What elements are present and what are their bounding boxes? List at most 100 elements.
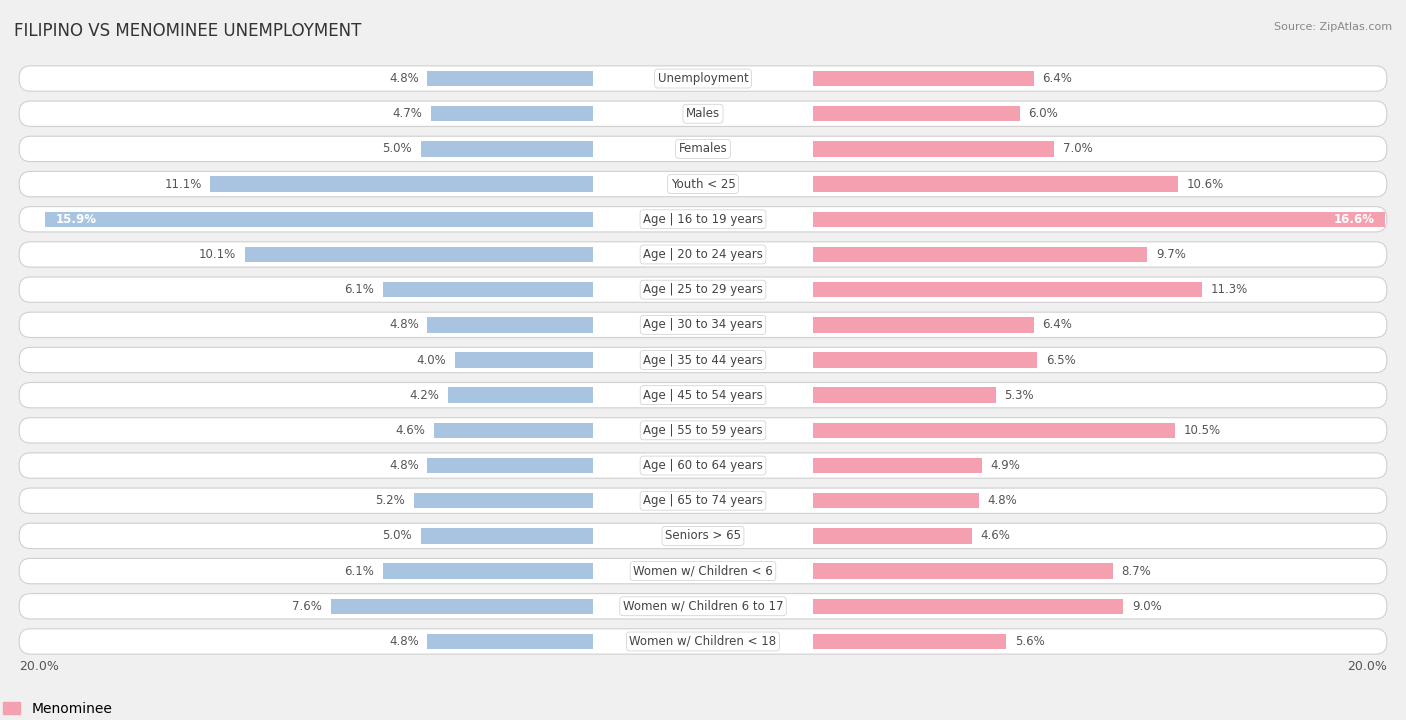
- Bar: [456, 352, 593, 368]
- Legend: Filipino, Menominee: Filipino, Menominee: [0, 696, 118, 720]
- FancyBboxPatch shape: [20, 171, 1386, 197]
- Bar: [813, 106, 1019, 122]
- Text: 4.8%: 4.8%: [389, 459, 419, 472]
- Text: 4.9%: 4.9%: [991, 459, 1021, 472]
- FancyBboxPatch shape: [20, 136, 1386, 161]
- Bar: [427, 458, 593, 473]
- FancyBboxPatch shape: [20, 242, 1386, 267]
- Text: 4.8%: 4.8%: [389, 72, 419, 85]
- Text: FILIPINO VS MENOMINEE UNEMPLOYMENT: FILIPINO VS MENOMINEE UNEMPLOYMENT: [14, 22, 361, 40]
- Text: Women w/ Children < 6: Women w/ Children < 6: [633, 564, 773, 577]
- Text: 4.8%: 4.8%: [389, 635, 419, 648]
- Text: 4.6%: 4.6%: [396, 424, 426, 437]
- Text: Age | 65 to 74 years: Age | 65 to 74 years: [643, 494, 763, 507]
- Text: Age | 25 to 29 years: Age | 25 to 29 years: [643, 283, 763, 296]
- Text: 10.6%: 10.6%: [1187, 178, 1225, 191]
- FancyBboxPatch shape: [20, 523, 1386, 549]
- Text: 4.8%: 4.8%: [987, 494, 1017, 507]
- Text: 9.7%: 9.7%: [1156, 248, 1185, 261]
- Text: 4.8%: 4.8%: [389, 318, 419, 331]
- Bar: [813, 317, 1033, 333]
- Bar: [813, 282, 1202, 297]
- FancyBboxPatch shape: [20, 207, 1386, 232]
- Bar: [813, 71, 1033, 86]
- Bar: [813, 493, 979, 508]
- Bar: [813, 387, 995, 403]
- Bar: [330, 598, 593, 614]
- FancyBboxPatch shape: [20, 101, 1386, 127]
- Bar: [45, 212, 593, 227]
- Text: 6.0%: 6.0%: [1029, 107, 1059, 120]
- Bar: [434, 423, 593, 438]
- Text: Age | 30 to 34 years: Age | 30 to 34 years: [643, 318, 763, 331]
- FancyBboxPatch shape: [20, 453, 1386, 478]
- Bar: [449, 387, 593, 403]
- Text: Age | 16 to 19 years: Age | 16 to 19 years: [643, 213, 763, 226]
- Text: Seniors > 65: Seniors > 65: [665, 529, 741, 542]
- Text: Youth < 25: Youth < 25: [671, 178, 735, 191]
- Bar: [420, 141, 593, 157]
- Bar: [813, 528, 972, 544]
- Bar: [813, 247, 1147, 262]
- Bar: [813, 212, 1385, 227]
- Text: 6.1%: 6.1%: [344, 283, 374, 296]
- FancyBboxPatch shape: [20, 418, 1386, 443]
- FancyBboxPatch shape: [20, 559, 1386, 584]
- Bar: [813, 141, 1054, 157]
- Text: Age | 35 to 44 years: Age | 35 to 44 years: [643, 354, 763, 366]
- Text: Source: ZipAtlas.com: Source: ZipAtlas.com: [1274, 22, 1392, 32]
- Text: Males: Males: [686, 107, 720, 120]
- Text: 7.0%: 7.0%: [1063, 143, 1092, 156]
- Text: 16.6%: 16.6%: [1334, 213, 1375, 226]
- Text: Age | 55 to 59 years: Age | 55 to 59 years: [643, 424, 763, 437]
- Text: 9.0%: 9.0%: [1132, 600, 1161, 613]
- Bar: [813, 563, 1114, 579]
- Text: 5.6%: 5.6%: [1015, 635, 1045, 648]
- Bar: [813, 598, 1123, 614]
- Text: 7.6%: 7.6%: [292, 600, 322, 613]
- Bar: [382, 282, 593, 297]
- FancyBboxPatch shape: [20, 593, 1386, 619]
- Text: 20.0%: 20.0%: [20, 660, 59, 673]
- Text: Unemployment: Unemployment: [658, 72, 748, 85]
- FancyBboxPatch shape: [20, 347, 1386, 373]
- FancyBboxPatch shape: [20, 66, 1386, 91]
- Bar: [427, 317, 593, 333]
- Text: 11.1%: 11.1%: [165, 178, 202, 191]
- Text: 6.4%: 6.4%: [1042, 318, 1073, 331]
- Bar: [813, 634, 1007, 649]
- Bar: [813, 352, 1038, 368]
- FancyBboxPatch shape: [20, 488, 1386, 513]
- Text: 4.0%: 4.0%: [416, 354, 446, 366]
- Text: Age | 20 to 24 years: Age | 20 to 24 years: [643, 248, 763, 261]
- Text: 10.1%: 10.1%: [200, 248, 236, 261]
- Text: Age | 45 to 54 years: Age | 45 to 54 years: [643, 389, 763, 402]
- Text: 15.9%: 15.9%: [55, 213, 97, 226]
- Text: 6.4%: 6.4%: [1042, 72, 1073, 85]
- Text: Women w/ Children 6 to 17: Women w/ Children 6 to 17: [623, 600, 783, 613]
- Text: 6.1%: 6.1%: [344, 564, 374, 577]
- Bar: [211, 176, 593, 192]
- Bar: [382, 563, 593, 579]
- Bar: [813, 458, 981, 473]
- FancyBboxPatch shape: [20, 382, 1386, 408]
- Bar: [245, 247, 593, 262]
- Text: 4.7%: 4.7%: [392, 107, 422, 120]
- FancyBboxPatch shape: [20, 629, 1386, 654]
- Text: 4.6%: 4.6%: [980, 529, 1010, 542]
- Text: 5.0%: 5.0%: [382, 529, 412, 542]
- Text: 6.5%: 6.5%: [1046, 354, 1076, 366]
- Text: 5.3%: 5.3%: [1004, 389, 1033, 402]
- Text: 5.0%: 5.0%: [382, 143, 412, 156]
- Text: 5.2%: 5.2%: [375, 494, 405, 507]
- Text: 4.2%: 4.2%: [409, 389, 440, 402]
- FancyBboxPatch shape: [20, 312, 1386, 338]
- Text: Age | 60 to 64 years: Age | 60 to 64 years: [643, 459, 763, 472]
- Bar: [427, 71, 593, 86]
- Text: Women w/ Children < 18: Women w/ Children < 18: [630, 635, 776, 648]
- FancyBboxPatch shape: [20, 277, 1386, 302]
- Text: Females: Females: [679, 143, 727, 156]
- Text: 20.0%: 20.0%: [1347, 660, 1386, 673]
- Bar: [427, 634, 593, 649]
- Bar: [413, 493, 593, 508]
